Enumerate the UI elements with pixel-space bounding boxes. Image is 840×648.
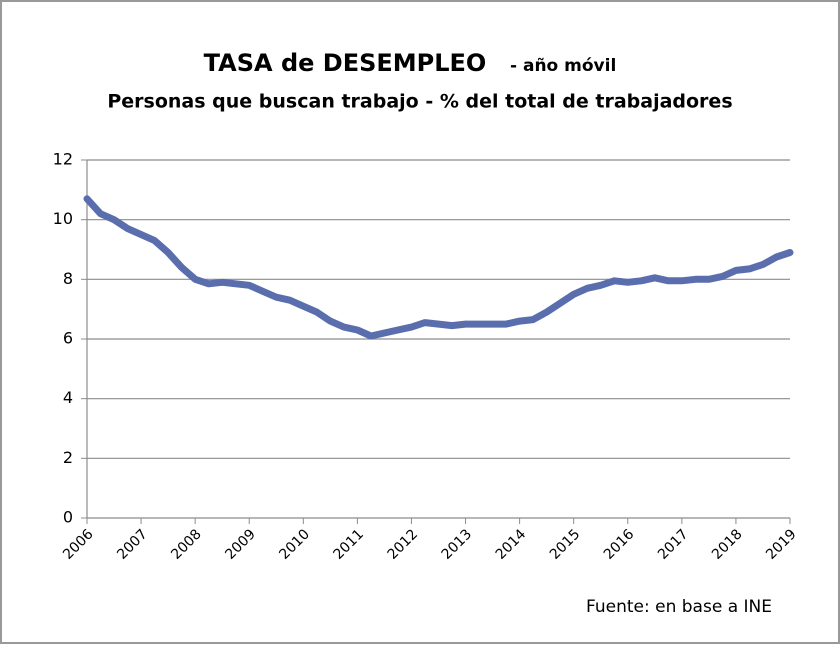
chart-title: TASA de DESEMPLEO <box>204 49 487 77</box>
y-tick-label: 4 <box>63 388 73 407</box>
y-tick-label: 8 <box>63 269 73 288</box>
y-tick-label: 0 <box>63 508 73 527</box>
y-tick-label: 12 <box>53 150 73 169</box>
data-line <box>83 195 794 340</box>
y-tick-label: 6 <box>63 329 73 348</box>
title-note: - año móvil <box>510 56 616 76</box>
source-note: Fuente: en base a INE <box>586 597 772 617</box>
y-tick-label: 10 <box>53 209 73 228</box>
y-tick-label: 2 <box>63 448 73 467</box>
chart-subtitle: Personas que buscan trabajo - % del tota… <box>107 91 732 113</box>
